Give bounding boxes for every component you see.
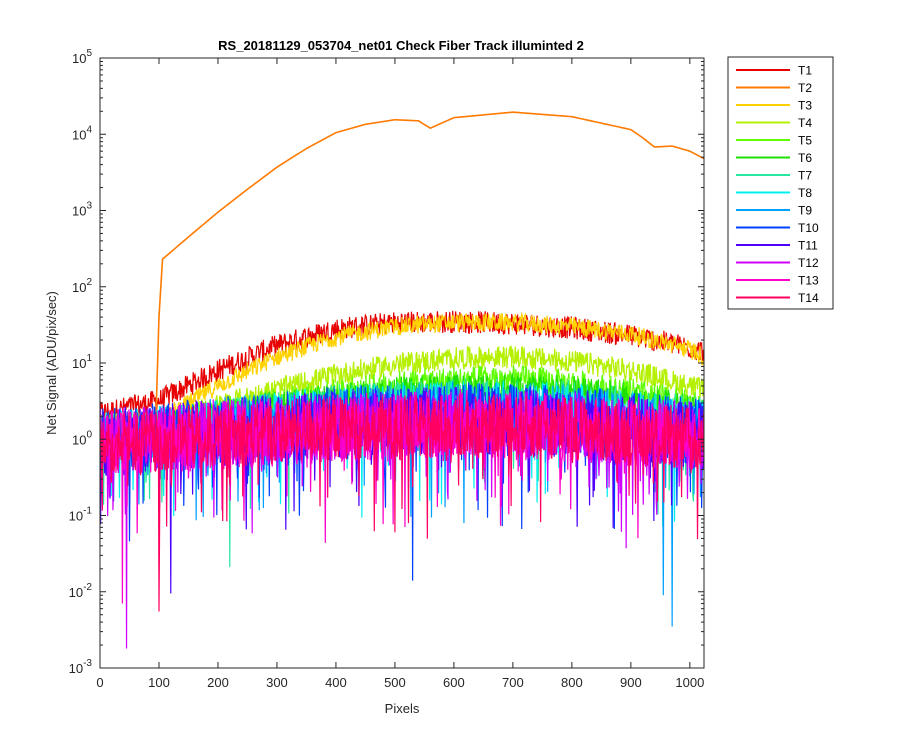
x-tick-label: 500 [384,675,406,690]
y-tick-label: 10-1 [69,506,93,524]
x-tick-label: 800 [561,675,583,690]
y-tick-label: 104 [72,124,92,142]
x-tick-label: 100 [148,675,170,690]
series-line-t2 [100,111,704,435]
legend-label-t6: T6 [798,151,812,165]
legend: T1 T2 T3 T4 T5 T6 T7 T8 T9 T10 T11 T12 T13 T14 [727,56,834,310]
y-tick-label: 100 [72,429,92,447]
y-tick-label: 101 [72,353,92,371]
x-tick-label: 300 [266,675,288,690]
legend-box [727,56,834,310]
x-tick-label: 600 [443,675,465,690]
legend-label-t8: T8 [798,186,812,200]
x-tick-label: 900 [620,675,642,690]
legend-label-t12: T12 [798,256,819,270]
y-tick-label: 105 [72,48,92,66]
legend-label-t10: T10 [798,221,819,235]
x-tick-label: 400 [325,675,347,690]
legend-label-t9: T9 [798,204,812,218]
series-line-t3 [100,311,704,433]
legend-label-t1: T1 [798,64,812,78]
legend-label-t14: T14 [798,291,819,305]
legend-label-t4: T4 [798,116,812,130]
x-tick-label: 1000 [675,675,704,690]
y-axis-label: Net Signal (ADU/pix/sec) [44,291,59,435]
legend-label-t11: T11 [798,239,818,253]
chart-title: RS_20181129_053704_net01 Check Fiber Tra… [218,38,584,53]
legend-label-t3: T3 [798,99,812,113]
y-tick-label: 102 [72,277,92,295]
legend-label-t2: T2 [798,81,812,95]
legend-label-t7: T7 [798,169,812,183]
series-line-t14 [100,394,704,612]
x-tick-label: 200 [207,675,229,690]
legend-label-t5: T5 [798,134,812,148]
y-tick-label: 103 [72,201,92,219]
x-tick-label: 700 [502,675,524,690]
legend-label-t13: T13 [798,274,819,288]
series-layer [100,111,704,649]
y-axis: 10-3 10-2 10-1 100 101 102 103 104 105 [69,48,704,676]
x-tick-label: 0 [96,675,103,690]
x-axis-label: Pixels [385,701,420,716]
y-tick-label: 10-2 [69,582,93,600]
y-tick-label: 10-3 [69,658,93,676]
